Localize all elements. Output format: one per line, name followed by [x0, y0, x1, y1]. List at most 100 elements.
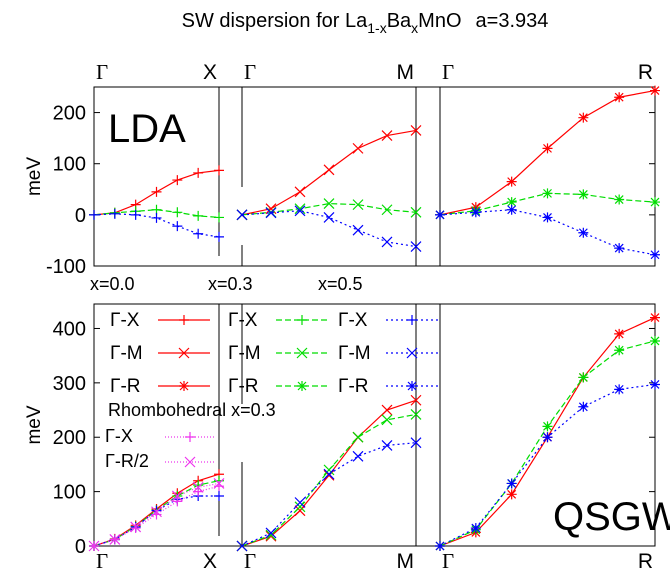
series-line-x0.3	[241, 413, 417, 547]
data-point	[213, 478, 225, 489]
data-point	[130, 209, 141, 220]
y-tick-label: 200	[53, 427, 86, 449]
panel-qsgw: 0 100 200 300 400 meV Γ X Γ M Γ R QSGW	[24, 303, 670, 573]
k-point-label: Γ	[244, 549, 256, 573]
k-point-label: M	[397, 61, 415, 84]
data-point	[236, 540, 248, 552]
legend-marker	[407, 315, 417, 325]
data-point	[193, 210, 204, 221]
data-point	[151, 212, 162, 223]
legend-marker	[297, 315, 307, 325]
legend-marker	[179, 315, 189, 325]
panel-lda: -100 0 100 200 meV Γ X Γ M Γ R LDA	[24, 60, 660, 278]
data-point	[294, 205, 306, 217]
legend-marker	[406, 347, 418, 359]
data-point	[265, 530, 277, 542]
data-point	[381, 414, 393, 426]
legend-entry-label: Γ-M	[228, 343, 261, 364]
data-point	[410, 437, 422, 449]
data-point	[323, 464, 335, 476]
legend-marker	[179, 381, 189, 391]
data-point	[89, 209, 99, 220]
data-point	[323, 211, 335, 223]
data-point	[542, 212, 553, 223]
k-point-label: R	[638, 61, 653, 84]
legend-entry-label: Γ-M	[110, 343, 143, 364]
plot-frame	[93, 86, 656, 267]
data-point	[650, 312, 660, 323]
y-tick-label: 0	[75, 536, 86, 558]
k-point-label: Γ	[96, 60, 108, 84]
data-point	[88, 540, 100, 552]
legend-entry-label: Γ-X	[228, 310, 258, 331]
data-point	[542, 188, 553, 199]
data-point	[614, 328, 625, 339]
data-point	[578, 227, 589, 238]
data-point	[506, 204, 517, 215]
data-point	[323, 164, 335, 176]
data-point	[410, 408, 422, 420]
data-point	[410, 394, 422, 406]
data-point	[294, 186, 306, 198]
data-point	[650, 249, 660, 260]
data-point	[650, 197, 660, 208]
data-point	[265, 529, 277, 541]
data-point	[352, 450, 364, 462]
chart-title-text: SW dispersion for La1-xBaxMnO a=3.934	[182, 10, 549, 36]
y-axis-label: meV	[24, 405, 45, 444]
chart-title: SW dispersion for La1-xBaxMnO a=3.934	[182, 10, 549, 36]
legend-entry-label: Γ-X	[338, 310, 368, 331]
y-tick-label: 300	[53, 373, 86, 395]
data-point	[130, 523, 141, 534]
data-point	[352, 224, 364, 236]
y-tick-label: 100	[53, 482, 86, 504]
data-point	[352, 199, 364, 211]
method-label: QSGW	[553, 495, 670, 539]
data-point	[381, 439, 393, 451]
legend-entry-label: Γ-X	[110, 310, 140, 331]
legend-marker	[407, 381, 417, 391]
data-point	[506, 478, 517, 489]
legend-entry-label: Γ-M	[338, 343, 371, 364]
y-tick-label: 0	[75, 205, 86, 227]
data-point	[352, 431, 364, 443]
legend-marker	[184, 456, 196, 468]
k-point-label: X	[203, 61, 217, 84]
y-tick-label: -100	[46, 256, 86, 278]
data-point	[193, 486, 204, 497]
k-point-label: Γ	[442, 60, 454, 84]
data-point	[381, 204, 393, 216]
rhombohedral-legend-label: Γ-X	[105, 426, 133, 446]
data-point	[109, 534, 121, 545]
data-point	[214, 212, 224, 223]
data-point	[506, 489, 517, 500]
data-point	[294, 497, 306, 508]
data-point	[410, 241, 422, 252]
legend-marker	[185, 432, 195, 442]
legend-entry-label: Γ-R	[110, 376, 141, 397]
legend-entry-label: Γ-R	[228, 376, 259, 397]
data-point	[323, 198, 335, 210]
data-point	[410, 125, 422, 136]
data-point	[506, 176, 517, 187]
data-point	[265, 207, 277, 219]
legend-marker	[296, 347, 308, 359]
data-point	[381, 130, 393, 142]
data-point	[542, 432, 553, 443]
data-point	[193, 228, 204, 239]
data-point	[578, 189, 589, 200]
data-point	[578, 112, 589, 123]
k-point-label: Γ	[244, 60, 256, 84]
data-point	[172, 496, 183, 507]
k-point-label: Γ	[96, 549, 108, 573]
data-point	[192, 481, 204, 493]
k-point-label: M	[397, 550, 415, 573]
data-point	[193, 167, 204, 178]
data-point	[265, 527, 277, 539]
series-line-x0.0	[241, 129, 417, 216]
data-point	[650, 85, 660, 96]
data-point	[410, 206, 422, 218]
data-point	[614, 345, 625, 356]
legend-marker	[178, 347, 190, 359]
